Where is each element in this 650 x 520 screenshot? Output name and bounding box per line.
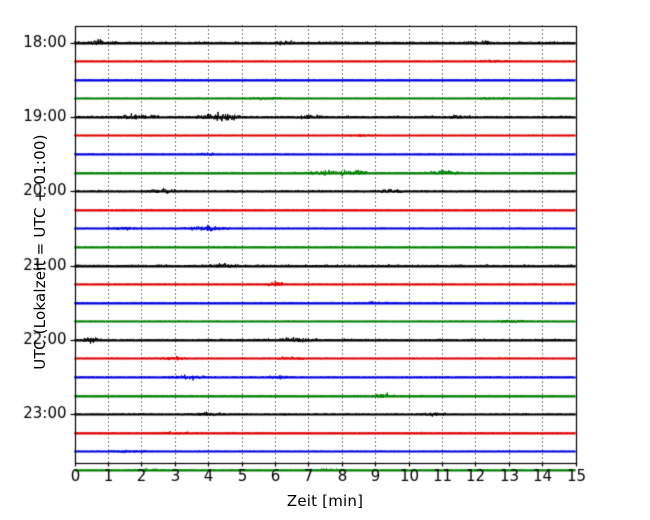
y-axis-label: UTC (Lokalzeit = UTC + 01:00) [31,134,49,370]
x-axis-label: Zeit [min] [286,492,364,510]
